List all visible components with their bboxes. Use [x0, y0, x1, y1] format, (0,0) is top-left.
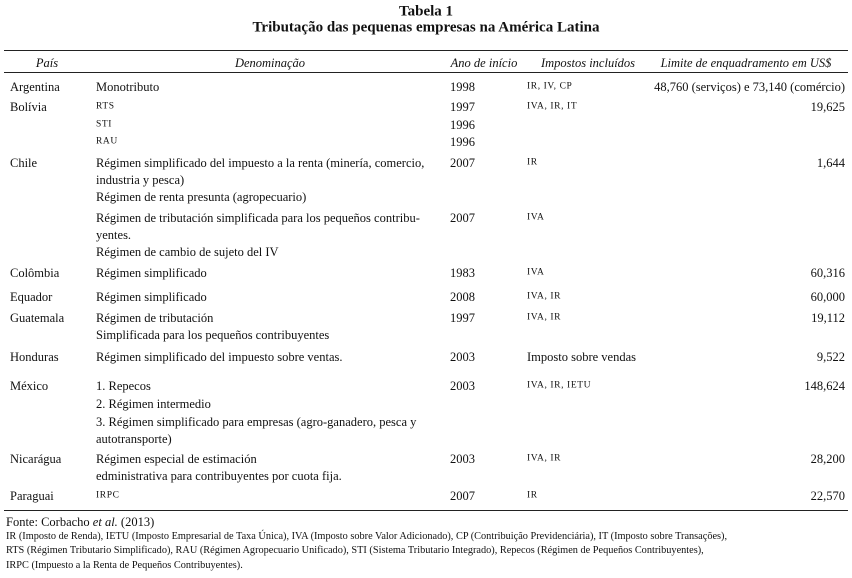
source-text: (2013) [117, 514, 155, 529]
denomination: Simplificada para los pequeños contribuy… [96, 327, 330, 342]
denomination: Régimen especial de estimación [96, 451, 257, 466]
header: Denominação [234, 55, 306, 70]
denomination: 3. Régimen simplificado para empresas (a… [96, 414, 417, 429]
start-year: 2003 [450, 349, 475, 364]
country: Bolívia [10, 99, 47, 114]
taxes: IR, IV, CP [527, 81, 573, 92]
start-year: 2007 [450, 155, 475, 170]
header: Limite de enquadramento em US$ [660, 55, 832, 70]
denomination: RTS [96, 101, 115, 112]
taxes: IVA, IR [527, 453, 562, 464]
header: País [35, 55, 59, 70]
denomination: Régimen de tributación [96, 310, 214, 325]
country: Argentina [10, 79, 60, 94]
taxes: IVA [527, 267, 545, 278]
limit: 48,760 (serviços) e 73,140 (comércio) [654, 79, 845, 94]
denomination: 1. Repecos [96, 378, 151, 393]
limit: 1,644 [816, 155, 845, 170]
denomination: Régimen de cambio de sujeto del IV [96, 244, 279, 259]
start-year: 1996 [450, 117, 475, 132]
limit: 28,200 [810, 451, 845, 466]
limit: 22,570 [810, 488, 845, 503]
denomination: Monotributo [96, 79, 160, 94]
taxes: IR [527, 490, 538, 501]
denomination: Régimen simplificado del impuesto a la r… [96, 155, 425, 170]
start-year: 2008 [450, 289, 475, 304]
start-year: 2007 [450, 488, 475, 503]
start-year: 1998 [450, 79, 475, 94]
note: IR (Imposto de Renda), IETU (Imposto Emp… [6, 530, 728, 542]
taxes: IVA, IR, IT [527, 101, 578, 112]
country: Colômbia [10, 265, 60, 280]
denomination: RAU [96, 136, 118, 147]
denomination: autotransporte) [96, 431, 172, 446]
denomination: industria y pesca) [96, 172, 185, 187]
denomination: Régimen simplificado [96, 289, 207, 304]
taxes: IVA, IR [527, 291, 562, 302]
start-year: 2003 [450, 378, 475, 393]
denomination: 2. Régimen intermedio [96, 396, 211, 411]
limit: 19,112 [811, 310, 845, 325]
denomination: yentes. [96, 227, 132, 242]
source: Fonte: Corbacho et al. (2013) [6, 516, 154, 529]
header-rule [4, 72, 848, 73]
country: Equador [10, 289, 53, 304]
country: Nicarágua [10, 451, 62, 466]
start-year: 1997 [450, 99, 475, 114]
note: RTS (Régimen Tributario Simplificado), R… [6, 544, 704, 556]
taxes: IVA, IR, IETU [527, 380, 592, 391]
limit: 60,000 [810, 289, 845, 304]
bottom-rule [4, 510, 848, 511]
table-title: Tributação das pequenas empresas na Amér… [252, 19, 600, 36]
taxes: Imposto sobre vendas [527, 349, 637, 364]
country: Paraguai [10, 488, 54, 503]
limit: 148,624 [804, 378, 845, 393]
country: Chile [10, 155, 38, 170]
denomination: Régimen simplificado del impuesto sobre … [96, 349, 343, 364]
source-text: et al. [92, 514, 118, 529]
start-year: 2007 [450, 210, 475, 225]
country: Honduras [10, 349, 59, 364]
note: IRPC (Impuesto a la Renta de Pequeños Co… [6, 559, 243, 571]
taxes: IVA, IR [527, 312, 562, 323]
source-text: Fonte: Corbacho [6, 514, 93, 529]
header: Ano de início [450, 55, 518, 70]
denomination: STI [96, 119, 113, 130]
denomination: Régimen de renta presunta (agropecuario) [96, 189, 307, 204]
taxes: IR [527, 157, 538, 168]
top-rule [4, 50, 848, 51]
start-year: 2003 [450, 451, 475, 466]
denomination: Régimen simplificado [96, 265, 207, 280]
denomination: edministrativa para contribuyentes por c… [96, 468, 342, 483]
start-year: 1997 [450, 310, 475, 325]
country: Guatemala [10, 310, 65, 325]
denomination: Régimen de tributación simplificada para… [96, 210, 420, 225]
header: Impostos incluídos [540, 55, 636, 70]
limit: 60,316 [810, 265, 845, 280]
limit: 19,625 [810, 99, 845, 114]
denomination: IRPC [96, 490, 120, 501]
start-year: 1983 [450, 265, 475, 280]
country: México [10, 378, 49, 393]
taxes: IVA [527, 212, 545, 223]
limit: 9,522 [816, 349, 845, 364]
start-year: 1996 [450, 134, 475, 149]
table-label: Tabela 1 [398, 3, 454, 20]
